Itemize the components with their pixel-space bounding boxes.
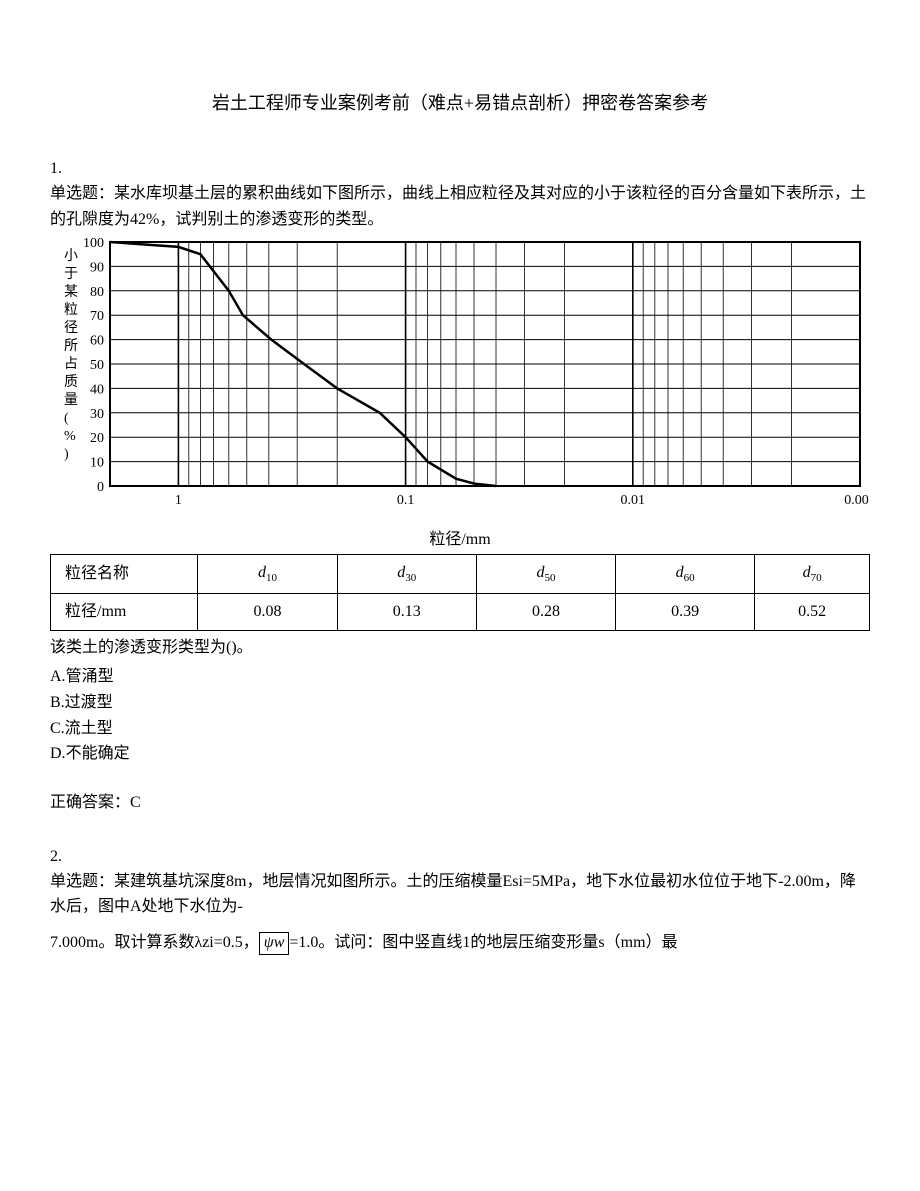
svg-text:0.1: 0.1 [397,493,415,508]
svg-text:60: 60 [90,334,104,349]
table-header-row: 粒径名称d10d30d50d60d70 [51,555,870,594]
q1-answer: 正确答案：C [50,791,870,815]
svg-text:0.001: 0.001 [844,493,870,508]
q1-post-table: 该类土的渗透变形类型为()。 [50,635,870,661]
page-title: 岩土工程师专业案例考前（难点+易错点剖析）押密卷答案参考 [50,90,870,117]
svg-text:30: 30 [90,407,104,422]
answer-value: C [130,794,141,811]
q2-prefix: 单选题： [50,873,114,890]
option-c: C.流土型 [50,716,870,742]
svg-text:20: 20 [90,431,104,446]
svg-text:0.01: 0.01 [621,493,646,508]
svg-text:1: 1 [175,493,182,508]
option-b: B.过渡型 [50,690,870,716]
svg-text:100: 100 [83,236,104,251]
svg-text:90: 90 [90,261,104,276]
q1-chart: 0 10 20 30 40 50 60 70 80 90 100 1 0.1 0.01 0.001 小于某粒径… [50,236,870,516]
option-d-text: 不能确定 [66,745,130,762]
q1-prefix: 单选题： [50,185,114,202]
svg-text:80: 80 [90,285,104,300]
q2-number: 2. [50,845,870,869]
grain-size-table: 粒径名称d10d30d50d60d70 粒径/mm0.080.130.280.3… [50,554,870,631]
option-a: A.管涌型 [50,664,870,690]
q1-number: 1. [50,157,870,181]
svg-text:70: 70 [90,309,104,324]
cumulative-curve-chart: 0 10 20 30 40 50 60 70 80 90 100 1 0.1 0.01 0.001 小于某粒径… [50,236,870,516]
q1-prompt: 某水库坝基土层的累积曲线如下图所示，曲线上相应粒径及其对应的小于该粒径的百分含量… [50,185,866,228]
svg-text:50: 50 [90,358,104,373]
q1-text: 单选题：某水库坝基土层的累积曲线如下图所示，曲线上相应粒径及其对应的小于该粒径的… [50,181,870,232]
q2-line1: 某建筑基坑深度8m，地层情况如图所示。土的压缩模量Esi=5MPa，地下水位最初… [50,873,856,916]
q2-text-line1: 单选题：某建筑基坑深度8m，地层情况如图所示。土的压缩模量Esi=5MPa，地下… [50,869,870,920]
option-b-text: 过渡型 [65,694,113,711]
svg-text:0: 0 [97,480,104,495]
q2-line2b: =1.0。试问：图中竖直线1的地层压缩变形量s（mm）最 [289,934,677,951]
psi-symbol: ψw [259,932,290,955]
q2-text-line2: 7.000m。取计算系数λzi=0.5，ψw=1.0。试问：图中竖直线1的地层压… [50,930,870,956]
table-value-row: 粒径/mm0.080.130.280.390.52 [51,593,870,630]
q2-line2a: 7.000m。取计算系数λzi=0.5， [50,934,259,951]
svg-text:小于某粒径所占质量(%): 小于某粒径所占质量(%) [64,248,78,462]
answer-label: 正确答案： [50,794,130,811]
option-a-text: 管涌型 [66,668,114,685]
q1-options: A.管涌型 B.过渡型 C.流土型 D.不能确定 [50,664,870,766]
option-c-text: 流土型 [65,720,113,737]
table-caption: 粒径/mm [50,528,870,552]
svg-text:10: 10 [90,456,104,471]
option-d: D.不能确定 [50,741,870,767]
svg-text:40: 40 [90,383,104,398]
